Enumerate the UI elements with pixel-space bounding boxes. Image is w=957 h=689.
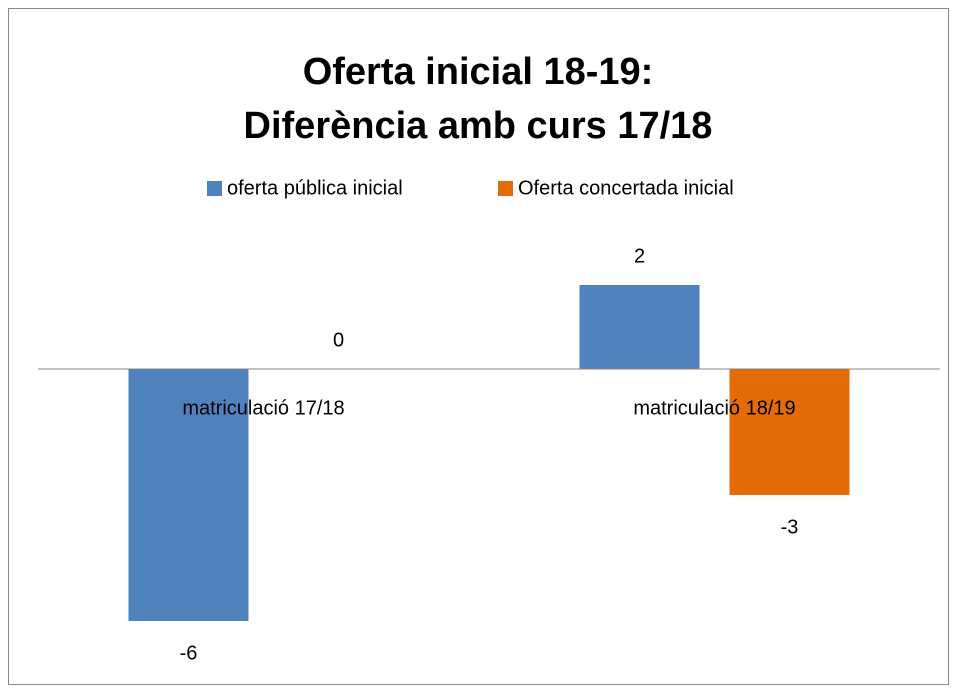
legend-label: Oferta concertada inicial	[518, 177, 734, 199]
bar	[579, 285, 700, 369]
legend-label: oferta pública inicial	[227, 177, 403, 199]
bar	[128, 369, 249, 621]
x-tick-label: matriculació 18/19	[633, 397, 795, 419]
legend-swatch	[207, 181, 222, 196]
data-label: -3	[781, 516, 799, 538]
bar	[729, 369, 850, 495]
chart-title: Oferta inicial 18-19:	[303, 51, 654, 93]
chart-title: Diferència amb curs 17/18	[244, 105, 713, 147]
data-label: 0	[333, 329, 344, 351]
legend-swatch	[498, 181, 513, 196]
data-label: -6	[180, 642, 198, 664]
x-tick-label: matriculació 17/18	[182, 397, 344, 419]
data-label: 2	[634, 245, 645, 267]
